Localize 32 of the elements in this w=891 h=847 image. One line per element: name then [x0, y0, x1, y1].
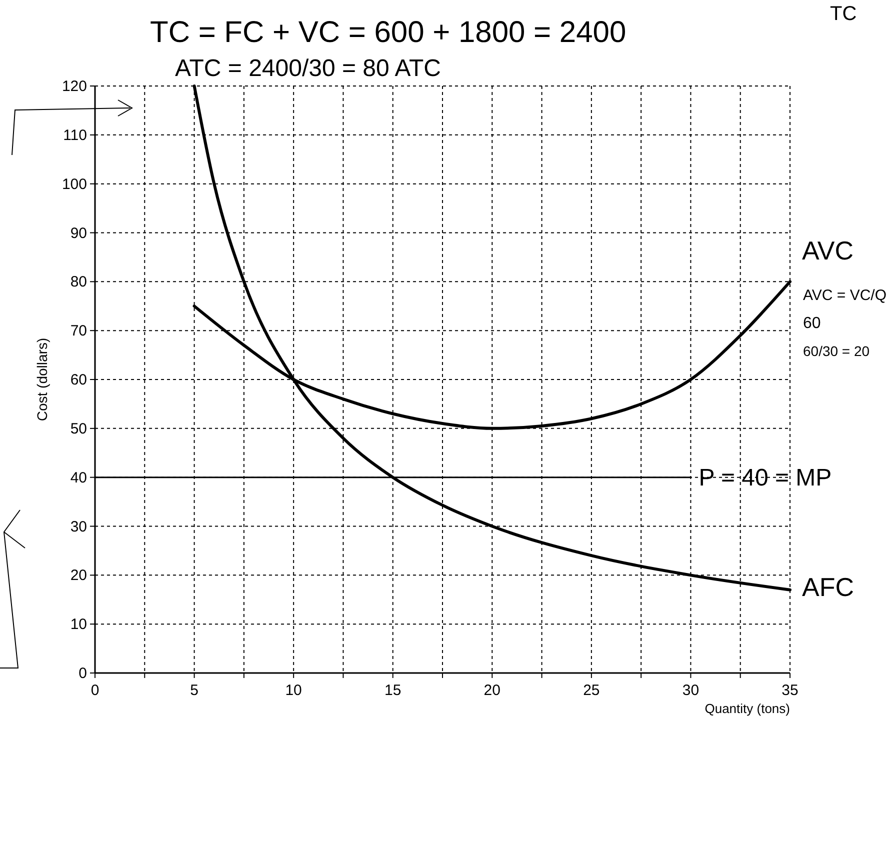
x-tick-label: 20 — [484, 682, 500, 699]
text: TC — [830, 3, 857, 25]
x-tick-label: 25 — [583, 682, 600, 699]
text: TC = FC + VC = 600 + 1800 = 2400 — [150, 16, 626, 49]
x-axis-title: Quantity (tons) — [704, 701, 790, 716]
text: ATC = 2400/30 = 80 ATC — [175, 55, 441, 82]
x-tick-label: 5 — [190, 682, 198, 699]
y-tick-label: 110 — [63, 126, 87, 144]
y-tick-label: 100 — [62, 176, 87, 193]
y-tick-label: 0 — [78, 665, 87, 682]
y-tick-label: 40 — [70, 469, 87, 486]
y-tick-label: 20 — [70, 567, 87, 584]
series-label: AVC — [802, 236, 854, 266]
y-tick-label: 120 — [62, 78, 87, 95]
y-tick-label: 70 — [70, 322, 87, 340]
y-tick-label: 60 — [70, 372, 87, 388]
y-tick-label: 90 — [70, 224, 87, 242]
x-tick-label: 30 — [682, 682, 700, 699]
text: AVC = VC/Q — [803, 287, 886, 304]
y-tick-label: 10 — [70, 616, 87, 634]
x-tick-label: 0 — [90, 682, 100, 699]
y-tick-label: 50 — [70, 420, 87, 438]
x-tick-label: 10 — [285, 682, 302, 699]
text: 60/30 = 20 — [803, 343, 870, 359]
y-tick-label: 80 — [70, 274, 87, 291]
x-tick-label: 35 — [782, 682, 798, 699]
x-tick-label: 15 — [384, 682, 402, 699]
series-label: AFC — [802, 572, 854, 602]
annotation: P = 40 = MP — [698, 464, 832, 492]
y-axis-title: Cost (dollars) — [34, 338, 50, 422]
text: 60 — [803, 315, 821, 332]
y-tick-label: 30 — [70, 518, 87, 536]
